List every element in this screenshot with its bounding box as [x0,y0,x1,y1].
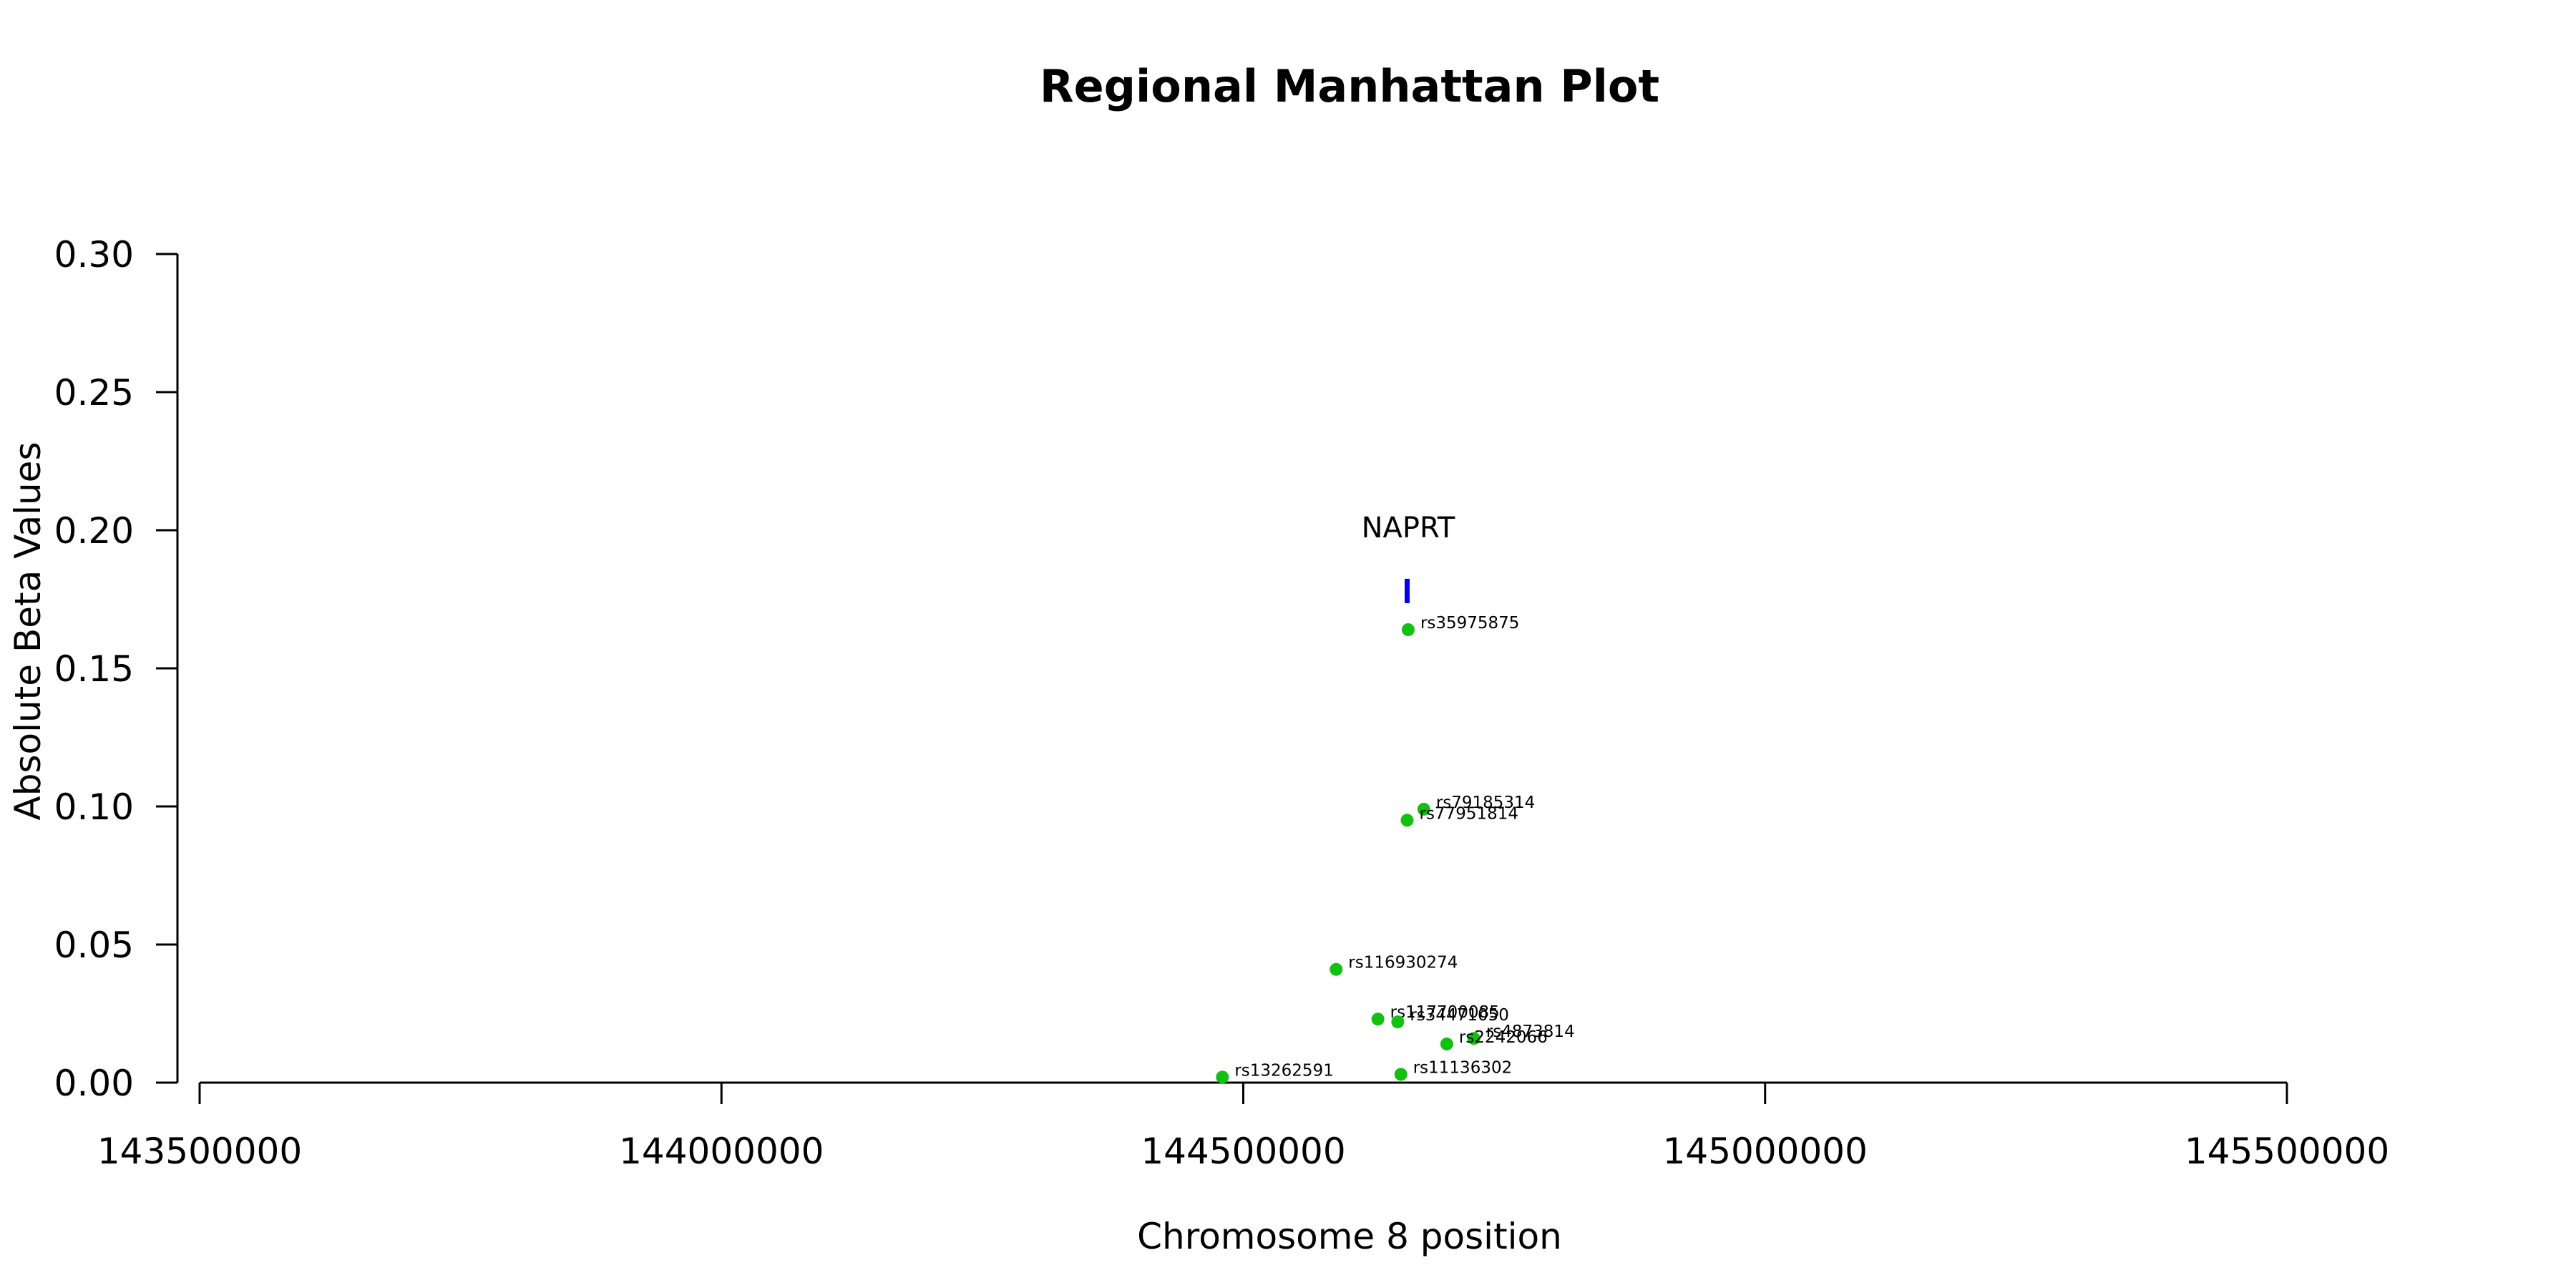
snp-label: rs4873814 [1486,1023,1575,1041]
snp-point [1391,1015,1405,1029]
y-tick-label: 0.30 [54,234,134,275]
x-tick-label: 144000000 [619,1131,824,1172]
snp-point [1216,1070,1229,1084]
y-tick-label: 0.25 [54,372,134,414]
y-axis-label: Absolute Beta Values [7,442,49,821]
snp-point [1417,802,1430,816]
snp-label: rs34471050 [1410,1006,1509,1025]
snp-label: rs11136302 [1413,1058,1513,1077]
x-tick-label: 144500000 [1141,1131,1345,1172]
y-tick-label: 0.15 [54,648,134,690]
chart-title: Regional Manhattan Plot [1040,60,1659,112]
snp-point [1394,1068,1407,1081]
snp-label: rs2242066 [1459,1028,1548,1047]
x-tick-label: 145500000 [2185,1131,2389,1172]
x-tick-label: 143500000 [97,1131,302,1172]
y-tick-label: 0.20 [54,510,134,552]
snp-point [1467,1032,1480,1045]
snp-point [1371,1013,1385,1026]
gene-label: NAPRT [1362,512,1455,545]
snp-point [1330,962,1343,976]
snp-label: rs117700085 [1390,1003,1500,1022]
x-axis-label: Chromosome 8 position [1137,1216,1562,1257]
snp-label: rs13262591 [1234,1061,1334,1080]
snp-point [1440,1037,1453,1050]
y-tick-label: 0.00 [54,1063,134,1104]
snp-label: rs77951814 [1419,804,1518,823]
gene-track: NAPRT [1362,512,1455,603]
snp-label: rs79185314 [1436,794,1536,812]
snp-label: rs116930274 [1348,954,1458,972]
y-axis: 0.00 0.05 0.10 0.15 0.20 0.25 0.30 [54,234,179,1104]
gene-bar [1405,578,1410,603]
snp-point [1401,623,1415,636]
snp-label: rs35975875 [1420,614,1520,633]
y-tick-label: 0.05 [54,924,134,966]
y-tick-label: 0.10 [54,786,134,828]
x-tick-label: 145000000 [1663,1131,1868,1172]
x-axis: 143500000 144000000 144500000 145000000 1455… [97,1081,2389,1172]
snp-point [1400,814,1414,827]
